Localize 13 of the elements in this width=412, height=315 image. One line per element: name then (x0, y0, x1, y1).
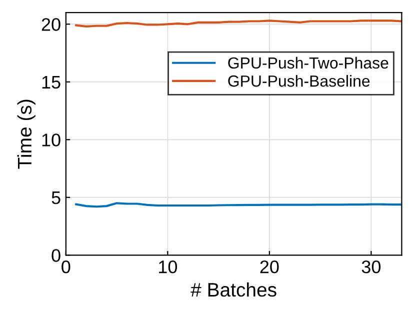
y-tick-label: 15 (42, 76, 60, 89)
y-tick-label: 20 (42, 18, 60, 31)
y-tick-label: 10 (42, 134, 60, 146)
y-tick-label: 0 (52, 249, 60, 262)
y-axis-title: Time (s) (17, 100, 36, 169)
x-tick-label: 0 (62, 260, 70, 274)
x-tick-label: 10 (159, 260, 178, 274)
legend-label: GPU-Push-Baseline (228, 74, 370, 87)
x-tick-label: 30 (362, 260, 381, 274)
y-tick-label: 5 (52, 192, 60, 204)
x-axis-title: # Batches (190, 282, 276, 297)
legend-label: GPU-Push-Two-Phase (228, 56, 388, 69)
x-tick-label: 20 (260, 260, 279, 274)
